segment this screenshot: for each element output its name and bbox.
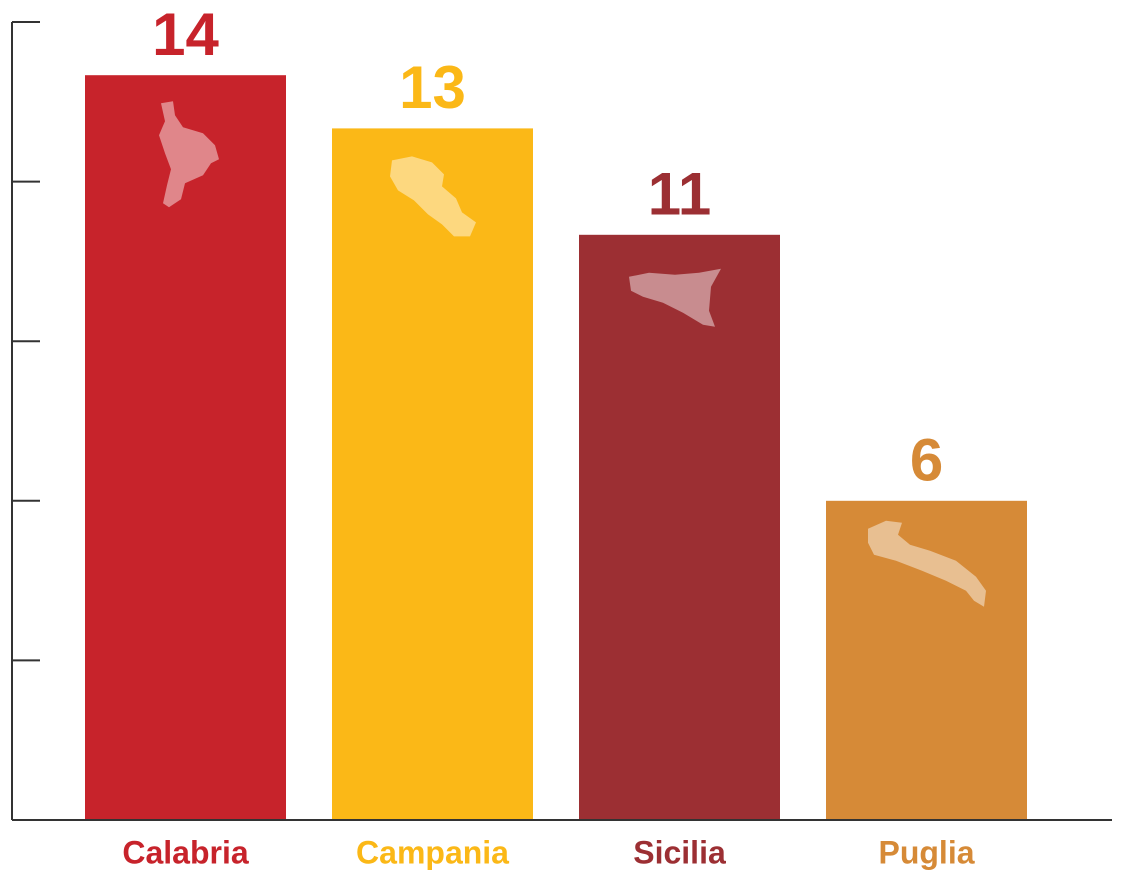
value-label: 11 — [648, 161, 711, 228]
region-shape — [390, 156, 476, 237]
value-label: 14 — [152, 1, 219, 68]
x-tick-label: Sicilia — [633, 834, 726, 870]
x-tick-label: Calabria — [122, 834, 248, 870]
bar — [85, 75, 286, 820]
bar — [332, 128, 533, 820]
x-tick-label: Puglia — [878, 834, 974, 870]
bar — [826, 500, 1027, 820]
region-shape — [629, 268, 721, 327]
x-tick-label: Campania — [356, 834, 509, 870]
region-shape — [868, 520, 986, 607]
bar — [579, 234, 780, 821]
value-label: 6 — [910, 427, 943, 494]
region-shape — [159, 101, 219, 208]
value-label: 13 — [399, 54, 466, 121]
